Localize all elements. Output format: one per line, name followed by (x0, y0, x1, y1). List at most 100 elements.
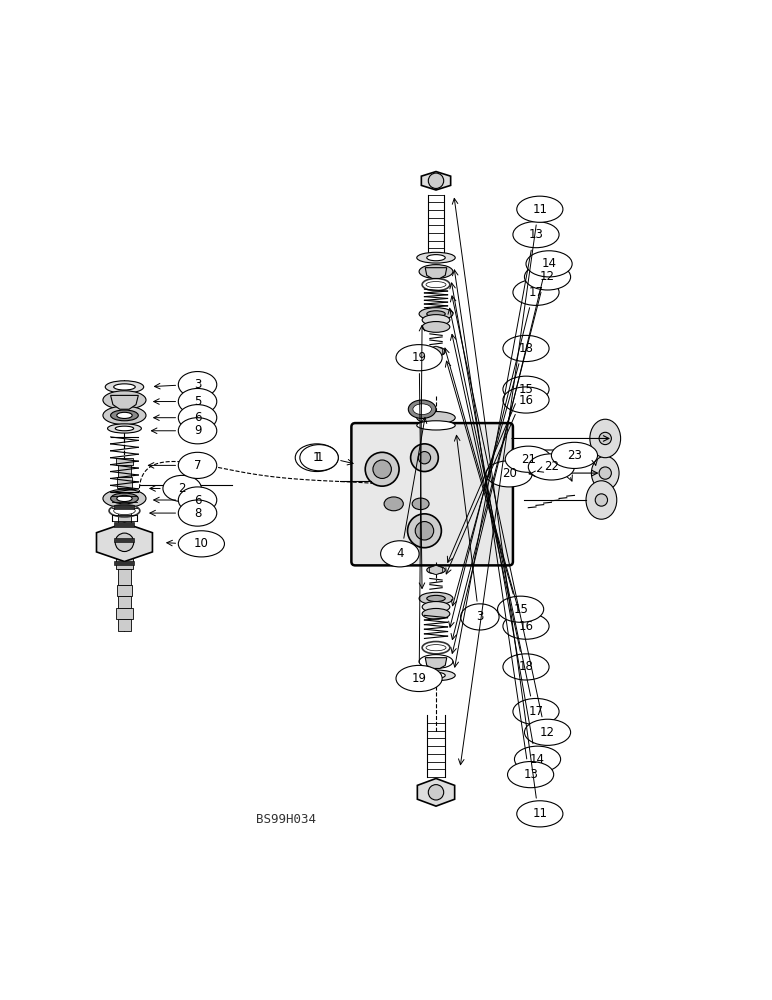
Ellipse shape (422, 608, 450, 619)
Text: 11: 11 (533, 807, 547, 820)
Text: 23: 23 (567, 449, 582, 462)
Bar (116, 458, 133, 465)
Ellipse shape (516, 801, 563, 827)
Text: 9: 9 (194, 424, 201, 437)
Circle shape (365, 452, 399, 486)
Circle shape (595, 494, 608, 506)
Ellipse shape (503, 387, 549, 413)
Ellipse shape (178, 531, 225, 557)
Text: 13: 13 (523, 768, 538, 781)
Ellipse shape (178, 418, 217, 444)
Polygon shape (422, 172, 451, 190)
Text: 3: 3 (194, 378, 201, 391)
Ellipse shape (178, 487, 217, 513)
FancyBboxPatch shape (351, 423, 513, 565)
Text: 17: 17 (529, 705, 543, 718)
Bar (116, 608, 133, 619)
Ellipse shape (422, 602, 450, 612)
Text: 13: 13 (529, 228, 543, 241)
Ellipse shape (427, 311, 445, 317)
Ellipse shape (497, 596, 543, 622)
Text: 18: 18 (519, 342, 533, 355)
Bar (117, 546, 131, 558)
Ellipse shape (419, 592, 453, 605)
Ellipse shape (503, 376, 549, 402)
Text: 10: 10 (194, 537, 208, 550)
Ellipse shape (408, 400, 436, 418)
Ellipse shape (591, 456, 619, 490)
Polygon shape (110, 395, 138, 409)
Ellipse shape (503, 613, 549, 639)
Ellipse shape (427, 347, 445, 356)
Ellipse shape (503, 654, 549, 680)
Bar (116, 558, 133, 569)
Ellipse shape (427, 255, 445, 261)
Text: 22: 22 (544, 460, 559, 473)
Ellipse shape (427, 672, 445, 678)
Ellipse shape (396, 665, 442, 692)
Text: 19: 19 (411, 672, 427, 685)
Ellipse shape (426, 645, 446, 651)
Text: 1: 1 (315, 451, 323, 464)
Ellipse shape (551, 442, 598, 468)
Text: 5: 5 (194, 395, 201, 408)
Bar (117, 488, 131, 500)
Circle shape (508, 468, 517, 478)
Ellipse shape (178, 500, 217, 526)
Text: 18: 18 (519, 660, 533, 673)
Ellipse shape (295, 444, 338, 472)
Text: 12: 12 (540, 270, 555, 283)
Ellipse shape (117, 495, 132, 502)
Bar (118, 619, 130, 631)
Bar (117, 477, 132, 488)
Circle shape (415, 522, 434, 540)
Ellipse shape (178, 405, 217, 431)
Bar (117, 596, 131, 608)
Polygon shape (425, 658, 447, 668)
Ellipse shape (516, 196, 563, 222)
Text: 21: 21 (521, 453, 536, 466)
Ellipse shape (115, 426, 134, 431)
Text: BS99H034: BS99H034 (256, 813, 316, 826)
Ellipse shape (178, 372, 217, 398)
Circle shape (373, 460, 391, 478)
Ellipse shape (513, 222, 559, 248)
Polygon shape (429, 565, 442, 575)
Bar (114, 505, 134, 509)
Bar (117, 512, 131, 523)
Ellipse shape (422, 322, 450, 332)
Ellipse shape (110, 493, 138, 504)
Ellipse shape (384, 497, 403, 511)
Text: 12: 12 (540, 726, 555, 739)
Ellipse shape (417, 412, 455, 424)
Text: 6: 6 (194, 411, 201, 424)
Circle shape (428, 785, 444, 800)
Ellipse shape (163, 475, 201, 502)
Bar (117, 585, 132, 596)
Circle shape (411, 444, 438, 472)
Text: 8: 8 (194, 507, 201, 520)
Ellipse shape (381, 541, 419, 567)
Bar (116, 500, 133, 512)
Text: 3: 3 (476, 610, 483, 623)
Polygon shape (425, 268, 447, 278)
Ellipse shape (107, 424, 141, 433)
Text: 2: 2 (178, 482, 186, 495)
Ellipse shape (110, 410, 138, 421)
Text: 14: 14 (542, 257, 557, 270)
Ellipse shape (417, 252, 455, 263)
Ellipse shape (117, 412, 132, 418)
Ellipse shape (486, 461, 532, 487)
Ellipse shape (417, 670, 455, 681)
Ellipse shape (507, 762, 554, 788)
Ellipse shape (427, 595, 445, 602)
Bar (117, 465, 131, 477)
Text: 15: 15 (519, 383, 533, 396)
Circle shape (408, 514, 442, 548)
Ellipse shape (461, 604, 499, 630)
Bar (117, 535, 132, 546)
Ellipse shape (422, 315, 450, 325)
Ellipse shape (419, 265, 453, 278)
Polygon shape (96, 523, 152, 562)
Ellipse shape (426, 282, 446, 288)
